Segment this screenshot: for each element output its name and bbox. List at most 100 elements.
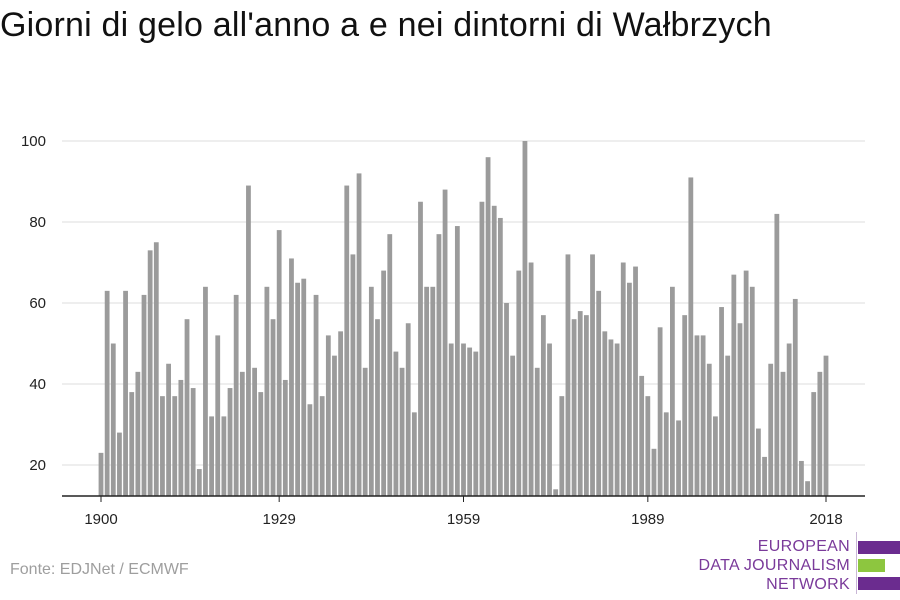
bar-1933 <box>301 278 307 496</box>
bar-1992 <box>663 412 669 496</box>
bar-1948 <box>393 351 399 496</box>
bar-1926 <box>258 392 264 496</box>
bars <box>98 141 829 497</box>
bar-1988 <box>639 375 645 496</box>
logo-line-network: NETWORK <box>766 576 850 593</box>
bar-1984 <box>614 343 620 496</box>
bar-1963 <box>485 157 491 496</box>
bar-1966 <box>504 303 509 496</box>
bar-1970 <box>528 262 534 496</box>
bar-1911 <box>166 363 171 496</box>
bar-1901 <box>104 290 110 496</box>
bar-1923 <box>239 371 245 496</box>
bar-1940 <box>344 185 350 497</box>
y-tick-labels: 20 40 60 80 100 <box>21 133 46 474</box>
bar-1949 <box>399 367 405 496</box>
bar-2001 <box>719 307 724 496</box>
y-tick-label-80: 80 <box>29 214 46 231</box>
bar-1981 <box>596 290 602 496</box>
y-tick-label-40: 40 <box>29 376 46 393</box>
bar-1994 <box>676 420 681 496</box>
bar-1917 <box>203 286 208 496</box>
bar-1937 <box>325 335 331 496</box>
bar-1954 <box>430 286 436 496</box>
bar-1903 <box>117 432 122 496</box>
bar-1929 <box>276 230 282 496</box>
bar-1997 <box>694 335 700 496</box>
bar-1927 <box>264 286 270 496</box>
bar-1919 <box>215 335 221 496</box>
bar-1976 <box>565 254 571 496</box>
bar-2000 <box>713 416 718 496</box>
chart-title: Giorni di gelo all'anno a e nei dintorni… <box>0 6 772 44</box>
bar-2003 <box>731 274 737 496</box>
logo-bar-purple-bottom <box>858 577 900 590</box>
bar-1956 <box>442 189 448 496</box>
bar-1942 <box>356 173 362 496</box>
bar-1910 <box>160 396 165 496</box>
bar-1914 <box>184 319 190 496</box>
bar-2011 <box>780 371 786 496</box>
bar-2006 <box>749 286 755 496</box>
logo-bar-purple-top <box>858 541 900 554</box>
bar-1991 <box>657 327 663 496</box>
bar-1974 <box>553 489 559 496</box>
bar-1977 <box>571 319 577 496</box>
bar-2009 <box>768 363 774 496</box>
x-tick-label-2018: 2018 <box>809 511 842 528</box>
bar-1957 <box>448 343 454 496</box>
bar-1972 <box>540 315 546 496</box>
bar-1936 <box>319 396 325 496</box>
bar-1955 <box>436 234 442 496</box>
bar-1965 <box>497 217 503 496</box>
bar-1938 <box>332 355 337 496</box>
bar-2007 <box>756 428 761 496</box>
bar-1905 <box>129 392 135 496</box>
bar-1925 <box>252 367 257 496</box>
bar-2016 <box>811 392 817 496</box>
logo-line-european: EUROPEAN <box>757 538 850 555</box>
bar-1995 <box>682 315 688 496</box>
bar-1920 <box>221 416 227 496</box>
logo-bar-green <box>858 559 885 572</box>
bar-1913 <box>178 379 184 496</box>
bar-1921 <box>227 388 233 496</box>
bar-1950 <box>405 323 411 496</box>
y-tick-label-20: 20 <box>29 457 46 474</box>
logo-line-data-journalism: DATA JOURNALISM <box>698 557 850 574</box>
bar-1969 <box>522 141 528 496</box>
logo-divider <box>856 532 857 594</box>
bar-1935 <box>313 294 319 496</box>
bar-1943 <box>362 367 368 496</box>
bar-1908 <box>147 250 153 496</box>
bar-1952 <box>418 201 423 496</box>
bar-1993 <box>670 286 675 496</box>
bar-2017 <box>817 371 823 496</box>
bar-1958 <box>454 226 460 497</box>
bar-1941 <box>350 254 356 496</box>
bar-1947 <box>387 234 393 496</box>
bar-1967 <box>510 355 516 496</box>
x-tick-labels: 1900 1929 1959 1989 2018 <box>84 496 843 528</box>
bar-1906 <box>135 371 141 496</box>
bar-1962 <box>479 201 485 496</box>
bar-1964 <box>491 205 497 497</box>
y-tick-label-100: 100 <box>21 133 46 150</box>
bar-1978 <box>577 311 583 496</box>
bar-2005 <box>743 270 749 496</box>
bar-1951 <box>411 412 417 496</box>
bar-2002 <box>725 355 731 496</box>
bar-1909 <box>153 242 159 496</box>
bar-1924 <box>246 185 251 497</box>
bar-1953 <box>424 286 430 496</box>
x-tick-label-1959: 1959 <box>447 511 480 528</box>
bar-1934 <box>307 404 313 496</box>
bar-1928 <box>270 319 276 496</box>
bar-2004 <box>737 323 743 496</box>
bar-1930 <box>282 379 288 496</box>
bar-1946 <box>381 270 387 496</box>
bar-1989 <box>645 396 651 496</box>
bar-2018 <box>823 355 829 496</box>
bar-1960 <box>467 347 473 496</box>
